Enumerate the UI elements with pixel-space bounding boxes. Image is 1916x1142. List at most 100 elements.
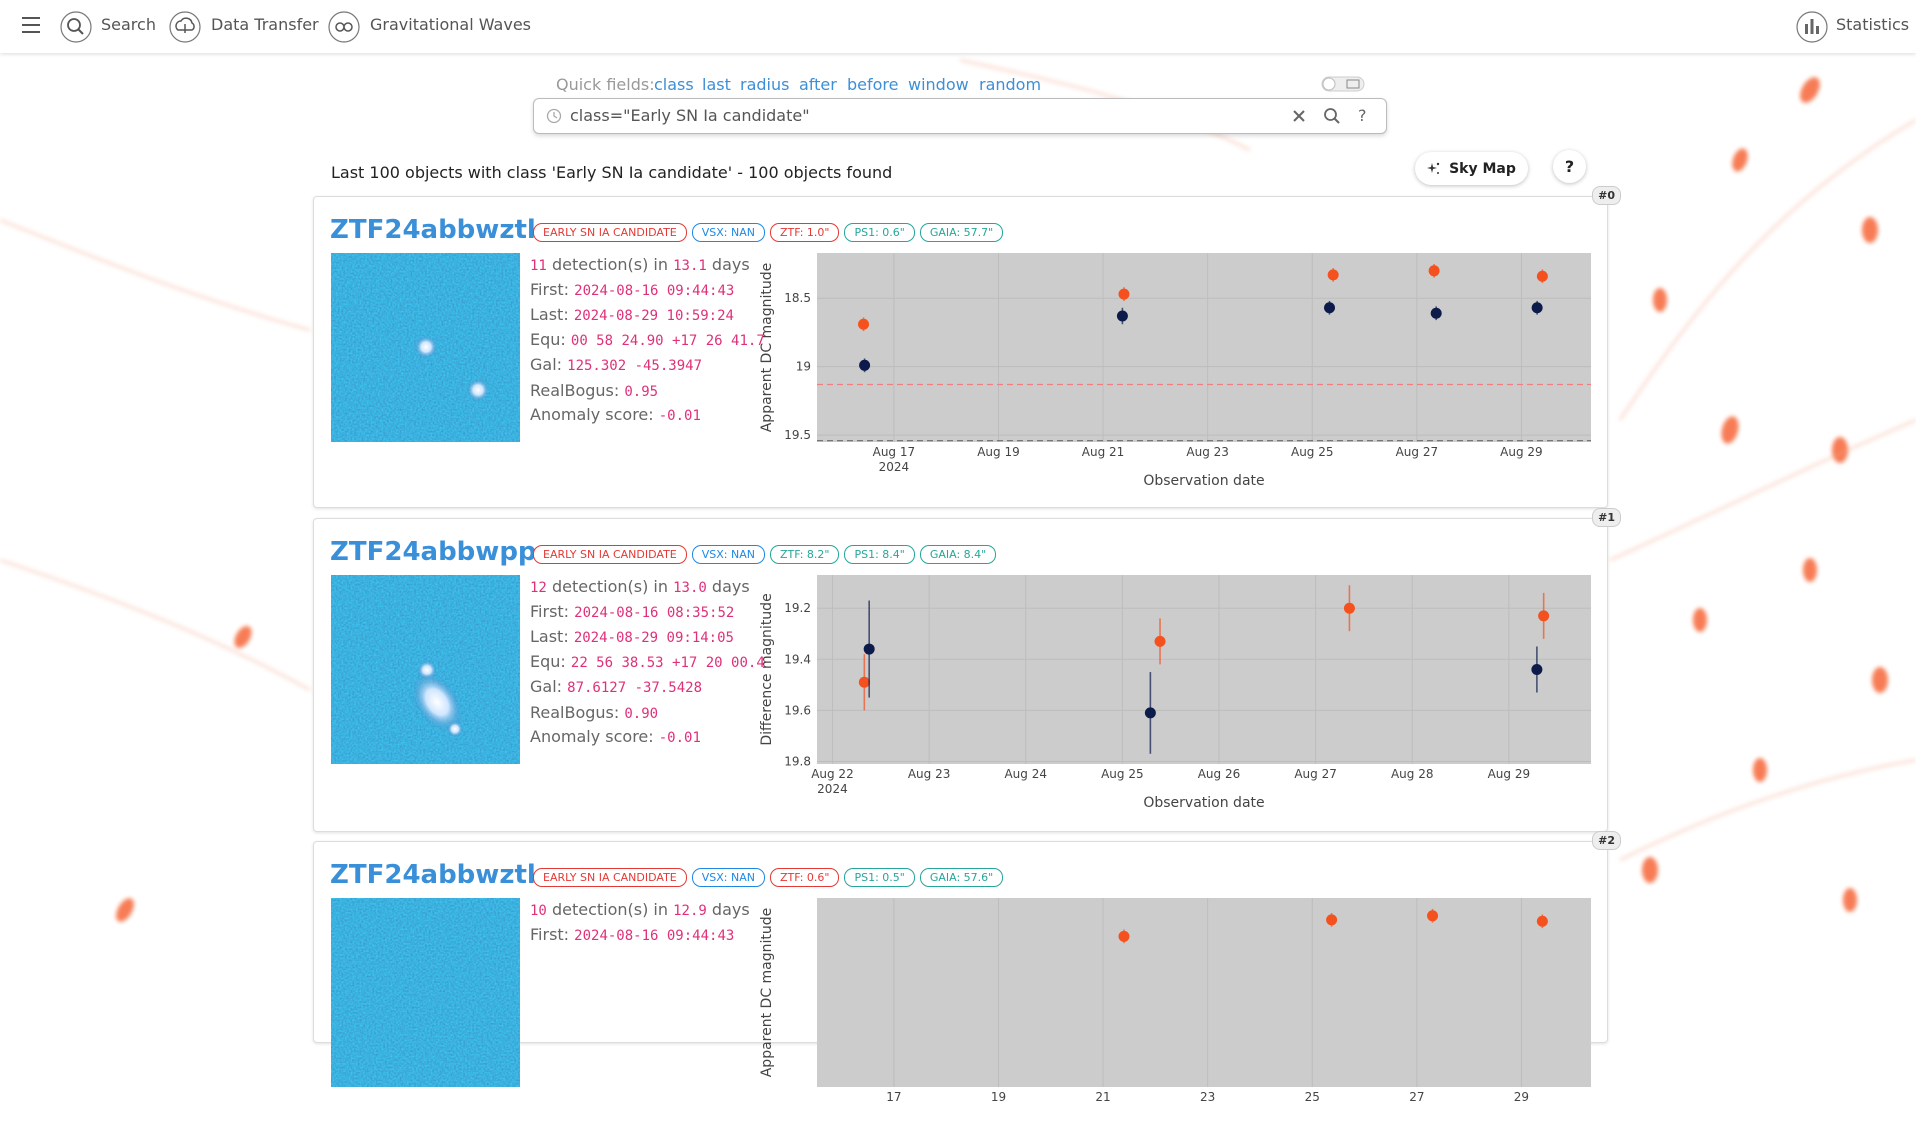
nav-link[interactable]: Statistics bbox=[1836, 15, 1910, 34]
data-point bbox=[1118, 288, 1130, 300]
detection-text: detection(s) in bbox=[551, 577, 669, 596]
quick-field-link[interactable]: radius bbox=[740, 75, 790, 94]
search-box[interactable]: class="Early SN Ia candidate" ? bbox=[533, 98, 1387, 134]
result-card: #2 ZTF24abbwztk EARLY SN IA CANDIDATE VSX: … bbox=[313, 831, 1621, 1104]
data-point bbox=[1116, 310, 1128, 322]
data-point bbox=[1428, 265, 1440, 277]
info-line: RealBogus: 0.95 bbox=[530, 381, 658, 400]
badge[interactable]: VSX: NAN bbox=[691, 223, 765, 242]
x-axis-label: Observation date bbox=[1143, 795, 1264, 811]
statistics-icon[interactable] bbox=[1795, 10, 1829, 44]
quick-field-link[interactable]: before bbox=[847, 75, 899, 94]
badges: EARLY SN IA CANDIDATE VSX: NAN ZTF: 1.0" PS… bbox=[533, 223, 1004, 242]
badge[interactable]: GAIA: 8.4" bbox=[919, 545, 997, 564]
data-point bbox=[863, 643, 875, 655]
data-point bbox=[1538, 610, 1550, 622]
y-axis-label: Apparent DC magnitude bbox=[759, 908, 775, 1078]
sky-map-label[interactable]: Sky Map bbox=[1449, 160, 1516, 177]
x-tick-label: Aug 21 bbox=[1082, 445, 1125, 459]
y-tick-label: 19.6 bbox=[784, 703, 811, 717]
data-point bbox=[859, 359, 871, 371]
field-label: Anomaly score: bbox=[530, 727, 654, 746]
cutout-source bbox=[466, 378, 490, 402]
field-value: 0.90 bbox=[624, 706, 659, 722]
badge[interactable]: ZTF: 0.6" bbox=[769, 868, 840, 887]
help-button[interactable]: ? bbox=[1553, 150, 1586, 183]
x-tick-label: Aug 28 bbox=[1391, 767, 1434, 781]
field-label: RealBogus: bbox=[530, 381, 620, 400]
x-tick-label: Aug 22 bbox=[811, 767, 854, 781]
badge[interactable]: PS1: 8.4" bbox=[844, 545, 915, 564]
field-value: 0.95 bbox=[624, 384, 659, 400]
badge[interactable]: PS1: 0.6" bbox=[844, 223, 915, 242]
sky-map-button[interactable]: Sky Map bbox=[1415, 152, 1528, 185]
quick-field-link[interactable]: last bbox=[702, 75, 731, 94]
badge[interactable]: GAIA: 57.7" bbox=[919, 223, 1004, 242]
search-button[interactable] bbox=[1323, 107, 1341, 125]
series bbox=[863, 600, 1543, 754]
data-point bbox=[858, 318, 870, 330]
info-line: Equ: 00 58 24.90 +17 26 41.7 bbox=[530, 330, 765, 349]
badge[interactable]: ZTF: 1.0" bbox=[769, 223, 840, 242]
detection-count: 10 bbox=[530, 903, 547, 919]
menu-icon[interactable] bbox=[20, 14, 42, 36]
badge[interactable]: EARLY SN IA CANDIDATE bbox=[533, 868, 687, 887]
badge[interactable]: GAIA: 57.6" bbox=[919, 868, 1004, 887]
detection-unit: days bbox=[711, 900, 750, 919]
field-label: RealBogus: bbox=[530, 703, 620, 722]
quick-field-link[interactable]: class bbox=[654, 75, 694, 94]
toggle[interactable] bbox=[1321, 76, 1365, 92]
search-help[interactable]: ? bbox=[1358, 106, 1367, 125]
badges: EARLY SN IA CANDIDATE VSX: NAN ZTF: 8.2" PS… bbox=[533, 545, 997, 564]
quick-field-link[interactable]: window bbox=[908, 75, 969, 94]
quick-field-link[interactable]: random bbox=[979, 75, 1042, 94]
gw-icon[interactable] bbox=[327, 10, 361, 44]
field-value: 22 56 38.53 +17 20 00.4 bbox=[570, 655, 765, 671]
x-tick-label: Aug 23 bbox=[1186, 445, 1229, 459]
data-point bbox=[1536, 270, 1548, 282]
field-label: Equ: bbox=[530, 652, 566, 671]
data-point bbox=[1343, 602, 1355, 614]
x-tick-label: 21 bbox=[1095, 1090, 1110, 1104]
transfer-icon[interactable] bbox=[168, 10, 202, 44]
badge[interactable]: EARLY SN IA CANDIDATE bbox=[533, 223, 687, 242]
field-label: Gal: bbox=[530, 355, 563, 374]
field-label: Anomaly score: bbox=[530, 405, 654, 424]
search-query[interactable]: class="Early SN Ia candidate" bbox=[570, 106, 810, 125]
clear-button[interactable] bbox=[1292, 109, 1306, 123]
info-line: Anomaly score: -0.01 bbox=[530, 405, 701, 424]
data-point bbox=[1427, 910, 1439, 922]
detection-count: 12 bbox=[530, 580, 547, 596]
detection-span: 13.1 bbox=[673, 258, 707, 274]
x-year-label: 2024 bbox=[879, 460, 910, 474]
plot-background bbox=[817, 575, 1591, 764]
badge[interactable]: ZTF: 8.2" bbox=[769, 545, 840, 564]
field-value: 00 58 24.90 +17 26 41.7 bbox=[570, 333, 765, 349]
detection-text: detection(s) in bbox=[551, 900, 669, 919]
badge[interactable]: VSX: NAN bbox=[691, 545, 765, 564]
object-name[interactable]: ZTF24abbwztk bbox=[330, 215, 545, 245]
badges: EARLY SN IA CANDIDATE VSX: NAN ZTF: 0.6" PS… bbox=[533, 868, 1004, 887]
nav-link[interactable]: Gravitational Waves bbox=[370, 15, 532, 34]
badge[interactable]: PS1: 0.5" bbox=[844, 868, 915, 887]
badge[interactable]: VSX: NAN bbox=[691, 868, 765, 887]
x-tick-label: Aug 27 bbox=[1294, 767, 1337, 781]
x-tick-label: 19 bbox=[991, 1090, 1006, 1104]
object-name[interactable]: ZTF24abbwztk bbox=[330, 860, 545, 890]
data-point bbox=[1531, 664, 1543, 675]
quick-field-link[interactable]: after bbox=[799, 75, 837, 94]
search-icon[interactable] bbox=[59, 10, 93, 44]
field-value: -0.01 bbox=[658, 730, 701, 746]
x-tick-label: 27 bbox=[1409, 1090, 1424, 1104]
light-curve-chart: 17 19 21 23 25 27 29 Apparent DC magnitude bbox=[759, 898, 1591, 1104]
nav-link[interactable]: Data Transfer bbox=[211, 15, 319, 34]
nav-link[interactable]: Search bbox=[101, 15, 156, 34]
detections-line: 10 detection(s) in 12.9 days bbox=[530, 900, 750, 919]
badge[interactable]: EARLY SN IA CANDIDATE bbox=[533, 545, 687, 564]
cutout-image bbox=[331, 575, 520, 764]
data-point bbox=[1430, 307, 1442, 319]
quick-fields-label: Quick fields: bbox=[556, 75, 655, 94]
x-tick-label: Aug 19 bbox=[977, 445, 1020, 459]
y-tick-label: 19.4 bbox=[784, 652, 811, 666]
object-name[interactable]: ZTF24abbwppe bbox=[330, 537, 555, 567]
